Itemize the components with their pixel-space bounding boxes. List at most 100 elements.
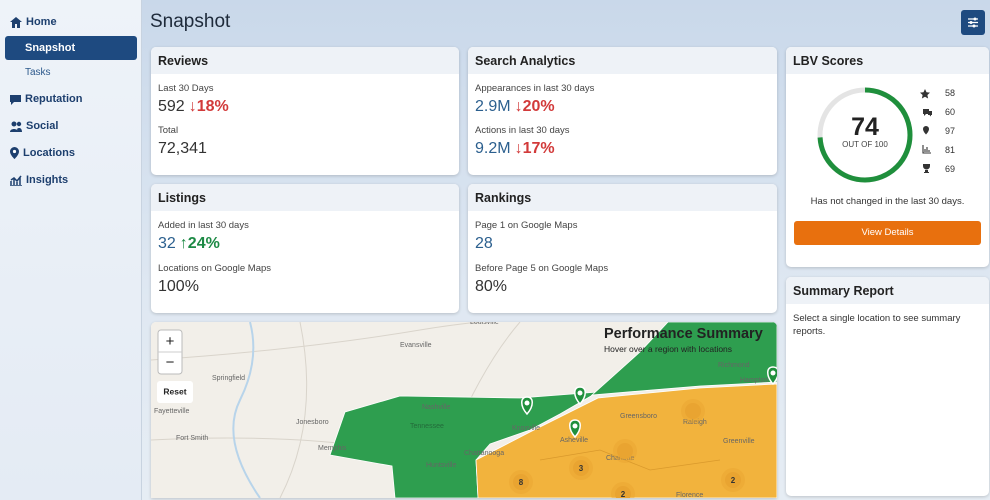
metric-label: Appearances in last 30 days (475, 83, 595, 94)
city-label: Raleigh (683, 419, 707, 426)
map[interactable]: Louisville Evansville Springfield Fayettevi… (151, 322, 777, 498)
score-max: OUT OF 100 (842, 140, 888, 149)
metric-value: 32 ↑24% (158, 235, 220, 253)
change: ↓18% (188, 98, 229, 115)
cluster-count: 3 (579, 464, 584, 473)
city-label: Jonesboro (296, 419, 329, 426)
card-title: Summary Report (786, 277, 989, 304)
sidebar: Home Snapshot Tasks Reputation Social Lo… (0, 0, 142, 500)
zoom-out[interactable]: − (166, 354, 175, 371)
city-labels: Louisville Evansville Springfield Fayettevi… (154, 322, 769, 498)
metric-value: 28 (475, 235, 493, 252)
value: 9.2M (475, 140, 511, 157)
view-details-button[interactable]: View Details (794, 221, 981, 245)
reviews-card: Reviews Last 30 Days 592 ↓18% Total 72,34… (151, 47, 459, 175)
map-canvas: Louisville Evansville Springfield Fayettevi… (151, 322, 777, 498)
reset-bg (157, 381, 193, 403)
metric-value: 72,341 (158, 140, 207, 157)
reset-button[interactable]: Reset (163, 386, 186, 396)
rankings-card: Rankings Page 1 on Google Maps 28 Before… (468, 184, 777, 313)
nav-insights[interactable]: Insights (10, 174, 68, 186)
cluster[interactable] (615, 486, 631, 498)
icon (968, 17, 978, 28)
nav-label: Reputation (25, 93, 83, 105)
nav-label: Locations (23, 147, 75, 159)
pins (521, 366, 777, 439)
score: 74 (851, 113, 879, 141)
cluster[interactable] (573, 460, 589, 476)
region-green (590, 322, 777, 396)
nav-label: Snapshot (25, 42, 76, 54)
region-orange (475, 383, 777, 498)
gauge: 74 OUT OF 100 58 60 97 81 69 (817, 87, 955, 183)
card-title: Rankings (468, 184, 777, 211)
zoom-in[interactable]: + (166, 333, 175, 350)
city-label: Memphis (318, 445, 347, 452)
metric-label: Last 30 Days (158, 83, 214, 94)
metric-label: Added in last 30 days (158, 220, 249, 231)
metric-label: Locations on Google Maps (158, 263, 272, 274)
cluster-count: 8 (519, 478, 524, 487)
city-label: Florence (676, 492, 703, 498)
icon-pin (923, 126, 929, 135)
nav-label: Home (26, 16, 57, 28)
lbv-sub-score: 58 (945, 88, 955, 98)
lbv-sub-score: 97 (945, 126, 955, 136)
city-label: Charlotte (606, 455, 635, 462)
metric-label: Page 1 on Google Maps (475, 220, 578, 231)
listings-card: Listings Added in last 30 days 32 ↑24% Lo… (151, 184, 459, 313)
metric-value: 80% (475, 278, 508, 295)
cluster-count: 2 (731, 476, 736, 485)
region-border (539, 449, 721, 471)
city-label: Nashville (422, 404, 451, 411)
city-label: Greensboro (620, 413, 657, 420)
nav-reputation[interactable]: Reputation (10, 93, 82, 105)
nav-social[interactable]: Social (10, 120, 58, 132)
city-label: Fayetteville (154, 408, 190, 415)
icon (10, 121, 22, 132)
cluster[interactable] (513, 474, 529, 490)
pin-dot (577, 390, 583, 396)
out-of-label: OUT OF (842, 140, 872, 149)
city-label: Knoxville (512, 425, 540, 432)
card-title: LBV Scores (786, 47, 989, 74)
summary-text: Select a single location to see summary … (793, 313, 961, 337)
icon (10, 175, 22, 186)
nav-tasks[interactable]: Tasks (25, 67, 51, 78)
icon (10, 94, 21, 105)
change: ↓20% (514, 98, 555, 115)
city-label: Evansville (400, 342, 432, 349)
icon (10, 16, 22, 28)
metric-label: Actions in last 30 days (475, 125, 570, 136)
out-of: 100 (874, 140, 888, 149)
nav-snapshot[interactable]: Snapshot (5, 36, 137, 60)
icon-chart (922, 145, 931, 154)
icon (10, 147, 19, 159)
metric-label: Total (158, 125, 179, 136)
map-roads (151, 322, 640, 498)
lbv-sub-score: 81 (945, 145, 955, 155)
city-label: Richmond (718, 362, 750, 369)
page-title: Snapshot (150, 11, 231, 32)
cluster[interactable] (725, 472, 741, 488)
map-river (232, 322, 261, 498)
nav-label: Tasks (25, 67, 51, 78)
lbv-sub-score: 60 (945, 107, 955, 117)
search-card: Search Analytics Appearances in last 30 … (468, 47, 777, 175)
cluster[interactable] (617, 443, 633, 459)
nav-home[interactable]: Home (10, 16, 57, 28)
nav-label: Social (26, 120, 59, 132)
pin-dot (770, 370, 776, 376)
lbv-sub-score: 69 (945, 164, 955, 174)
cluster[interactable] (685, 403, 701, 419)
city-label: Chattanooga (464, 450, 504, 457)
nav-locations[interactable]: Locations (10, 147, 75, 159)
filter-button[interactable] (961, 10, 985, 35)
value: 2.9M (475, 98, 511, 115)
city-label: Huntsville (426, 462, 456, 469)
value: 32 (158, 235, 176, 252)
city-label: Greenville (723, 438, 755, 445)
metric-value: 2.9M ↓20% (475, 98, 555, 116)
city-label: Hampton (740, 377, 769, 384)
